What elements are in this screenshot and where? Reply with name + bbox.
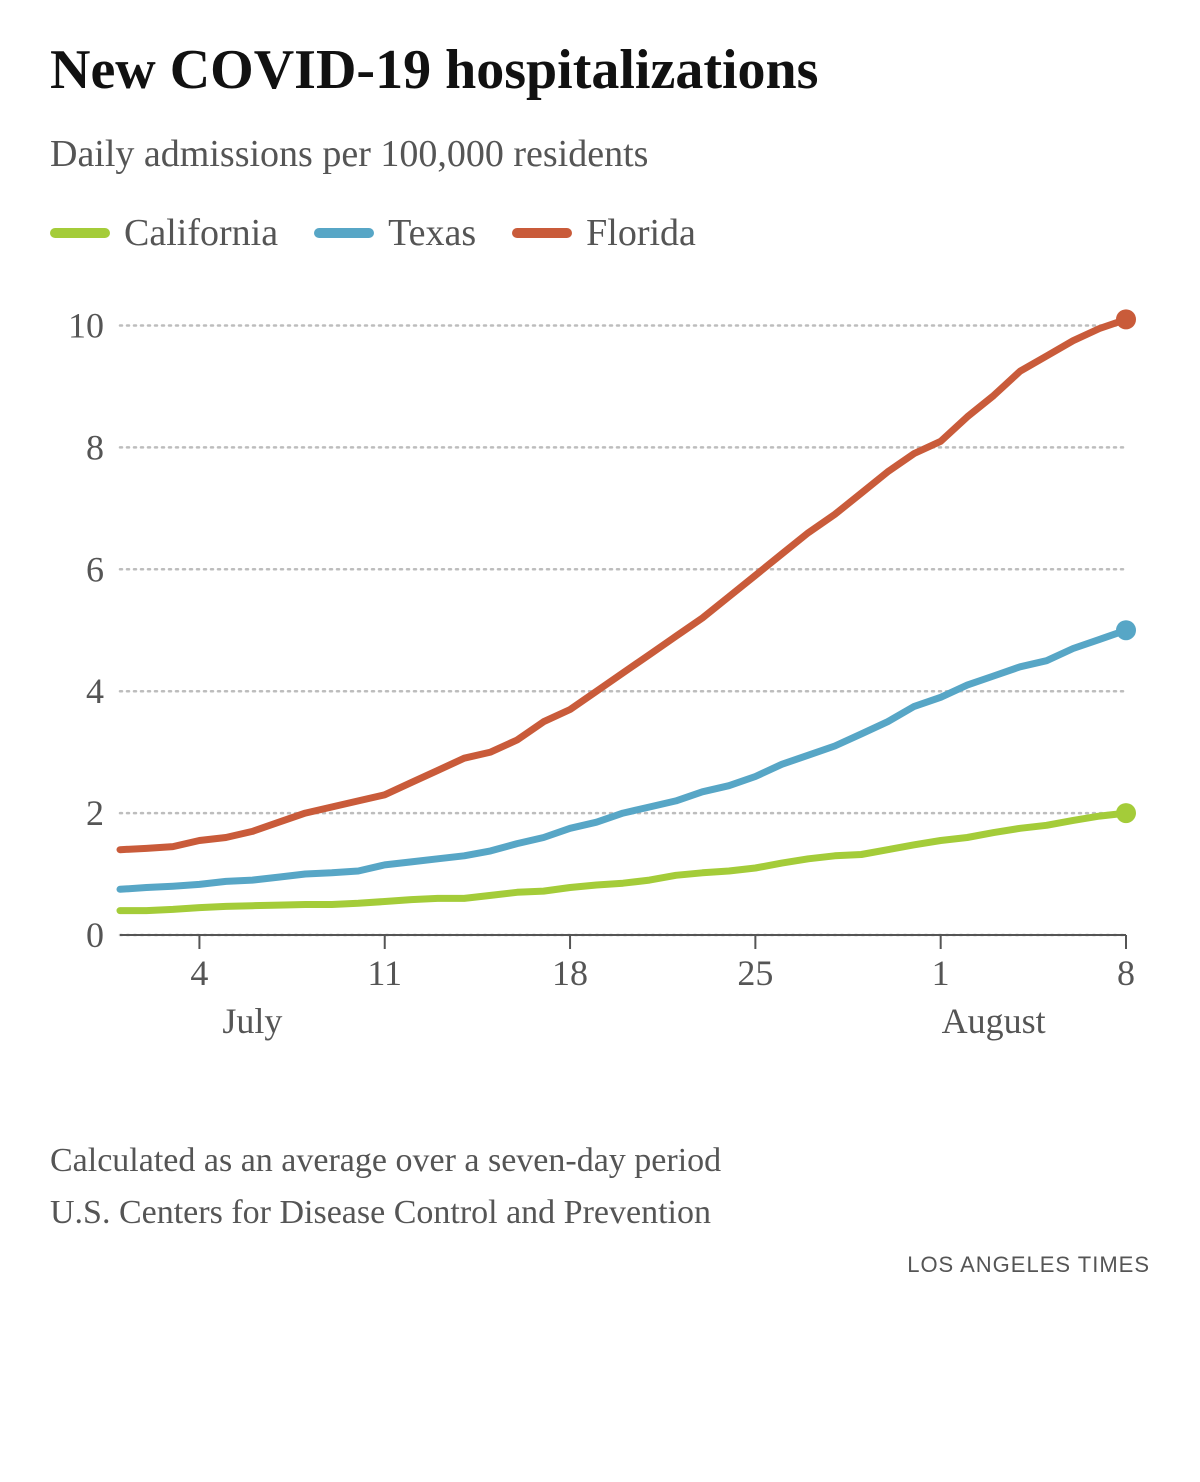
chart-title: New COVID-19 hospitalizations [50,40,1150,102]
legend-item-california: California [50,211,278,255]
chart-footnote: Calculated as an average over a seven-da… [50,1135,1150,1240]
svg-text:6: 6 [86,549,104,589]
chart-container: New COVID-19 hospitalizations Daily admi… [0,0,1200,1482]
line-chart-svg: 0246810411182518JulyAugust [50,285,1150,1075]
legend-label: Texas [388,211,476,255]
footnote-source: U.S. Centers for Disease Control and Pre… [50,1187,1150,1240]
legend-swatch [50,228,110,238]
svg-text:25: 25 [737,953,773,993]
svg-text:July: July [222,1001,282,1041]
svg-text:2: 2 [86,793,104,833]
legend-item-florida: Florida [512,211,696,255]
footnote-line: Calculated as an average over a seven-da… [50,1135,1150,1188]
svg-text:8: 8 [1117,953,1135,993]
svg-text:10: 10 [68,305,104,345]
svg-text:11: 11 [367,953,402,993]
svg-text:4: 4 [86,671,104,711]
legend-item-texas: Texas [314,211,476,255]
chart-plot-area: 0246810411182518JulyAugust [50,285,1150,1075]
svg-text:8: 8 [86,427,104,467]
legend-label: California [124,211,278,255]
legend-label: Florida [586,211,696,255]
chart-subtitle: Daily admissions per 100,000 residents [50,132,1150,176]
chart-credit: LOS ANGELES TIMES [50,1252,1150,1278]
legend-swatch [314,228,374,238]
svg-text:0: 0 [86,915,104,955]
svg-text:18: 18 [552,953,588,993]
legend: California Texas Florida [50,211,1150,255]
svg-text:August: August [942,1001,1046,1041]
legend-swatch [512,228,572,238]
svg-text:4: 4 [190,953,208,993]
svg-text:1: 1 [932,953,950,993]
